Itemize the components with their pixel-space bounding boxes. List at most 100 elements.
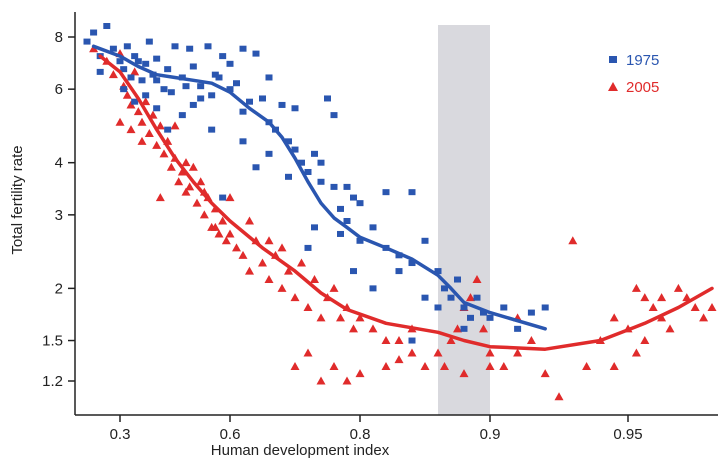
- point-2005: [381, 361, 391, 370]
- point-1975: [189, 101, 197, 108]
- point-2005: [657, 293, 667, 302]
- point-2005: [177, 167, 187, 176]
- point-1975: [178, 112, 186, 119]
- point-1975: [83, 38, 91, 45]
- point-1975: [167, 89, 175, 96]
- shaded-band: [438, 25, 490, 415]
- point-2005: [485, 348, 495, 357]
- point-2005: [137, 117, 147, 126]
- point-1975: [246, 98, 253, 105]
- point-2005: [554, 392, 564, 401]
- point-1975: [103, 23, 111, 30]
- y-tick-label: 1.2: [42, 373, 63, 390]
- point-1975: [197, 83, 205, 90]
- point-2005: [394, 336, 404, 345]
- point-1975: [239, 138, 247, 145]
- point-1975: [454, 276, 461, 283]
- point-2005: [126, 125, 136, 134]
- point-2005: [582, 361, 592, 370]
- point-1975: [252, 164, 260, 171]
- point-2005: [453, 324, 462, 333]
- point-2005: [316, 376, 326, 385]
- point-2005: [690, 302, 700, 311]
- point-1975: [265, 74, 273, 81]
- point-1975: [304, 244, 312, 251]
- point-2005: [181, 158, 191, 167]
- point-2005: [277, 283, 287, 292]
- point-1975: [211, 71, 219, 78]
- point-2005: [673, 283, 683, 292]
- point-1975: [343, 183, 351, 190]
- point-1975: [441, 285, 448, 292]
- point-1975: [356, 237, 364, 244]
- point-2005: [141, 97, 151, 106]
- point-1975: [317, 159, 325, 166]
- y-axis: 1.2 1.5 2 3 4 6 8: [42, 12, 76, 415]
- point-2005: [479, 324, 488, 333]
- point-2005: [303, 348, 313, 357]
- point-2005: [174, 177, 184, 186]
- point-2005: [155, 121, 165, 130]
- point-1975: [131, 98, 139, 105]
- point-1975: [160, 86, 168, 93]
- point-2005: [214, 229, 224, 238]
- point-1975: [90, 29, 98, 36]
- point-2005: [609, 313, 619, 322]
- point-2005: [196, 177, 206, 186]
- point-1975: [138, 77, 146, 84]
- point-1975: [285, 173, 292, 180]
- point-2005: [381, 336, 391, 345]
- point-2005: [446, 336, 456, 345]
- point-1975: [434, 304, 442, 311]
- x-tick-label: 0.9: [480, 426, 501, 443]
- point-2005: [277, 243, 287, 252]
- point-1975: [226, 60, 234, 67]
- fit-line-1975: [91, 44, 547, 331]
- point-2005: [540, 369, 550, 378]
- point-1975: [182, 83, 190, 90]
- y-tick-label: 1.5: [42, 333, 63, 350]
- point-1975: [116, 58, 124, 65]
- point-1975: [259, 95, 266, 102]
- point-2005: [152, 140, 162, 149]
- point-1975: [123, 43, 131, 50]
- x-axis: 0.3 0.6 0.8 0.9 0.95: [75, 414, 718, 443]
- point-1975: [434, 268, 442, 275]
- point-1975: [164, 126, 172, 133]
- point-1975: [208, 92, 216, 99]
- point-2005: [657, 313, 667, 322]
- point-2005: [329, 361, 339, 370]
- point-2005: [225, 193, 235, 202]
- point-2005: [133, 107, 143, 116]
- point-1975: [219, 53, 227, 60]
- point-1975: [186, 45, 194, 52]
- point-2005: [310, 275, 319, 284]
- point-2005: [440, 361, 449, 370]
- point-2005: [232, 243, 241, 252]
- point-1975: [421, 237, 429, 244]
- point-2005: [218, 216, 228, 225]
- point-1975: [369, 285, 377, 292]
- fit-line-2005: [98, 54, 714, 351]
- point-1975: [408, 337, 416, 344]
- point-2005: [297, 258, 306, 267]
- point-2005: [166, 162, 176, 171]
- x-tick-label: 0.8: [350, 426, 371, 443]
- point-1975: [265, 150, 273, 157]
- point-1975: [330, 112, 338, 119]
- legend-label-2005: 2005: [626, 79, 659, 96]
- point-1975: [233, 80, 240, 87]
- point-2005: [640, 293, 650, 302]
- point-2005: [368, 324, 378, 333]
- point-1975: [514, 325, 522, 332]
- point-2005: [144, 128, 154, 137]
- point-1975: [480, 309, 487, 316]
- point-2005: [499, 361, 509, 370]
- point-1975: [239, 45, 247, 52]
- point-1975: [421, 294, 429, 301]
- point-2005: [336, 313, 345, 322]
- point-1975: [278, 101, 286, 108]
- point-2005: [682, 293, 692, 302]
- point-1975: [204, 43, 212, 50]
- point-2005: [264, 275, 274, 284]
